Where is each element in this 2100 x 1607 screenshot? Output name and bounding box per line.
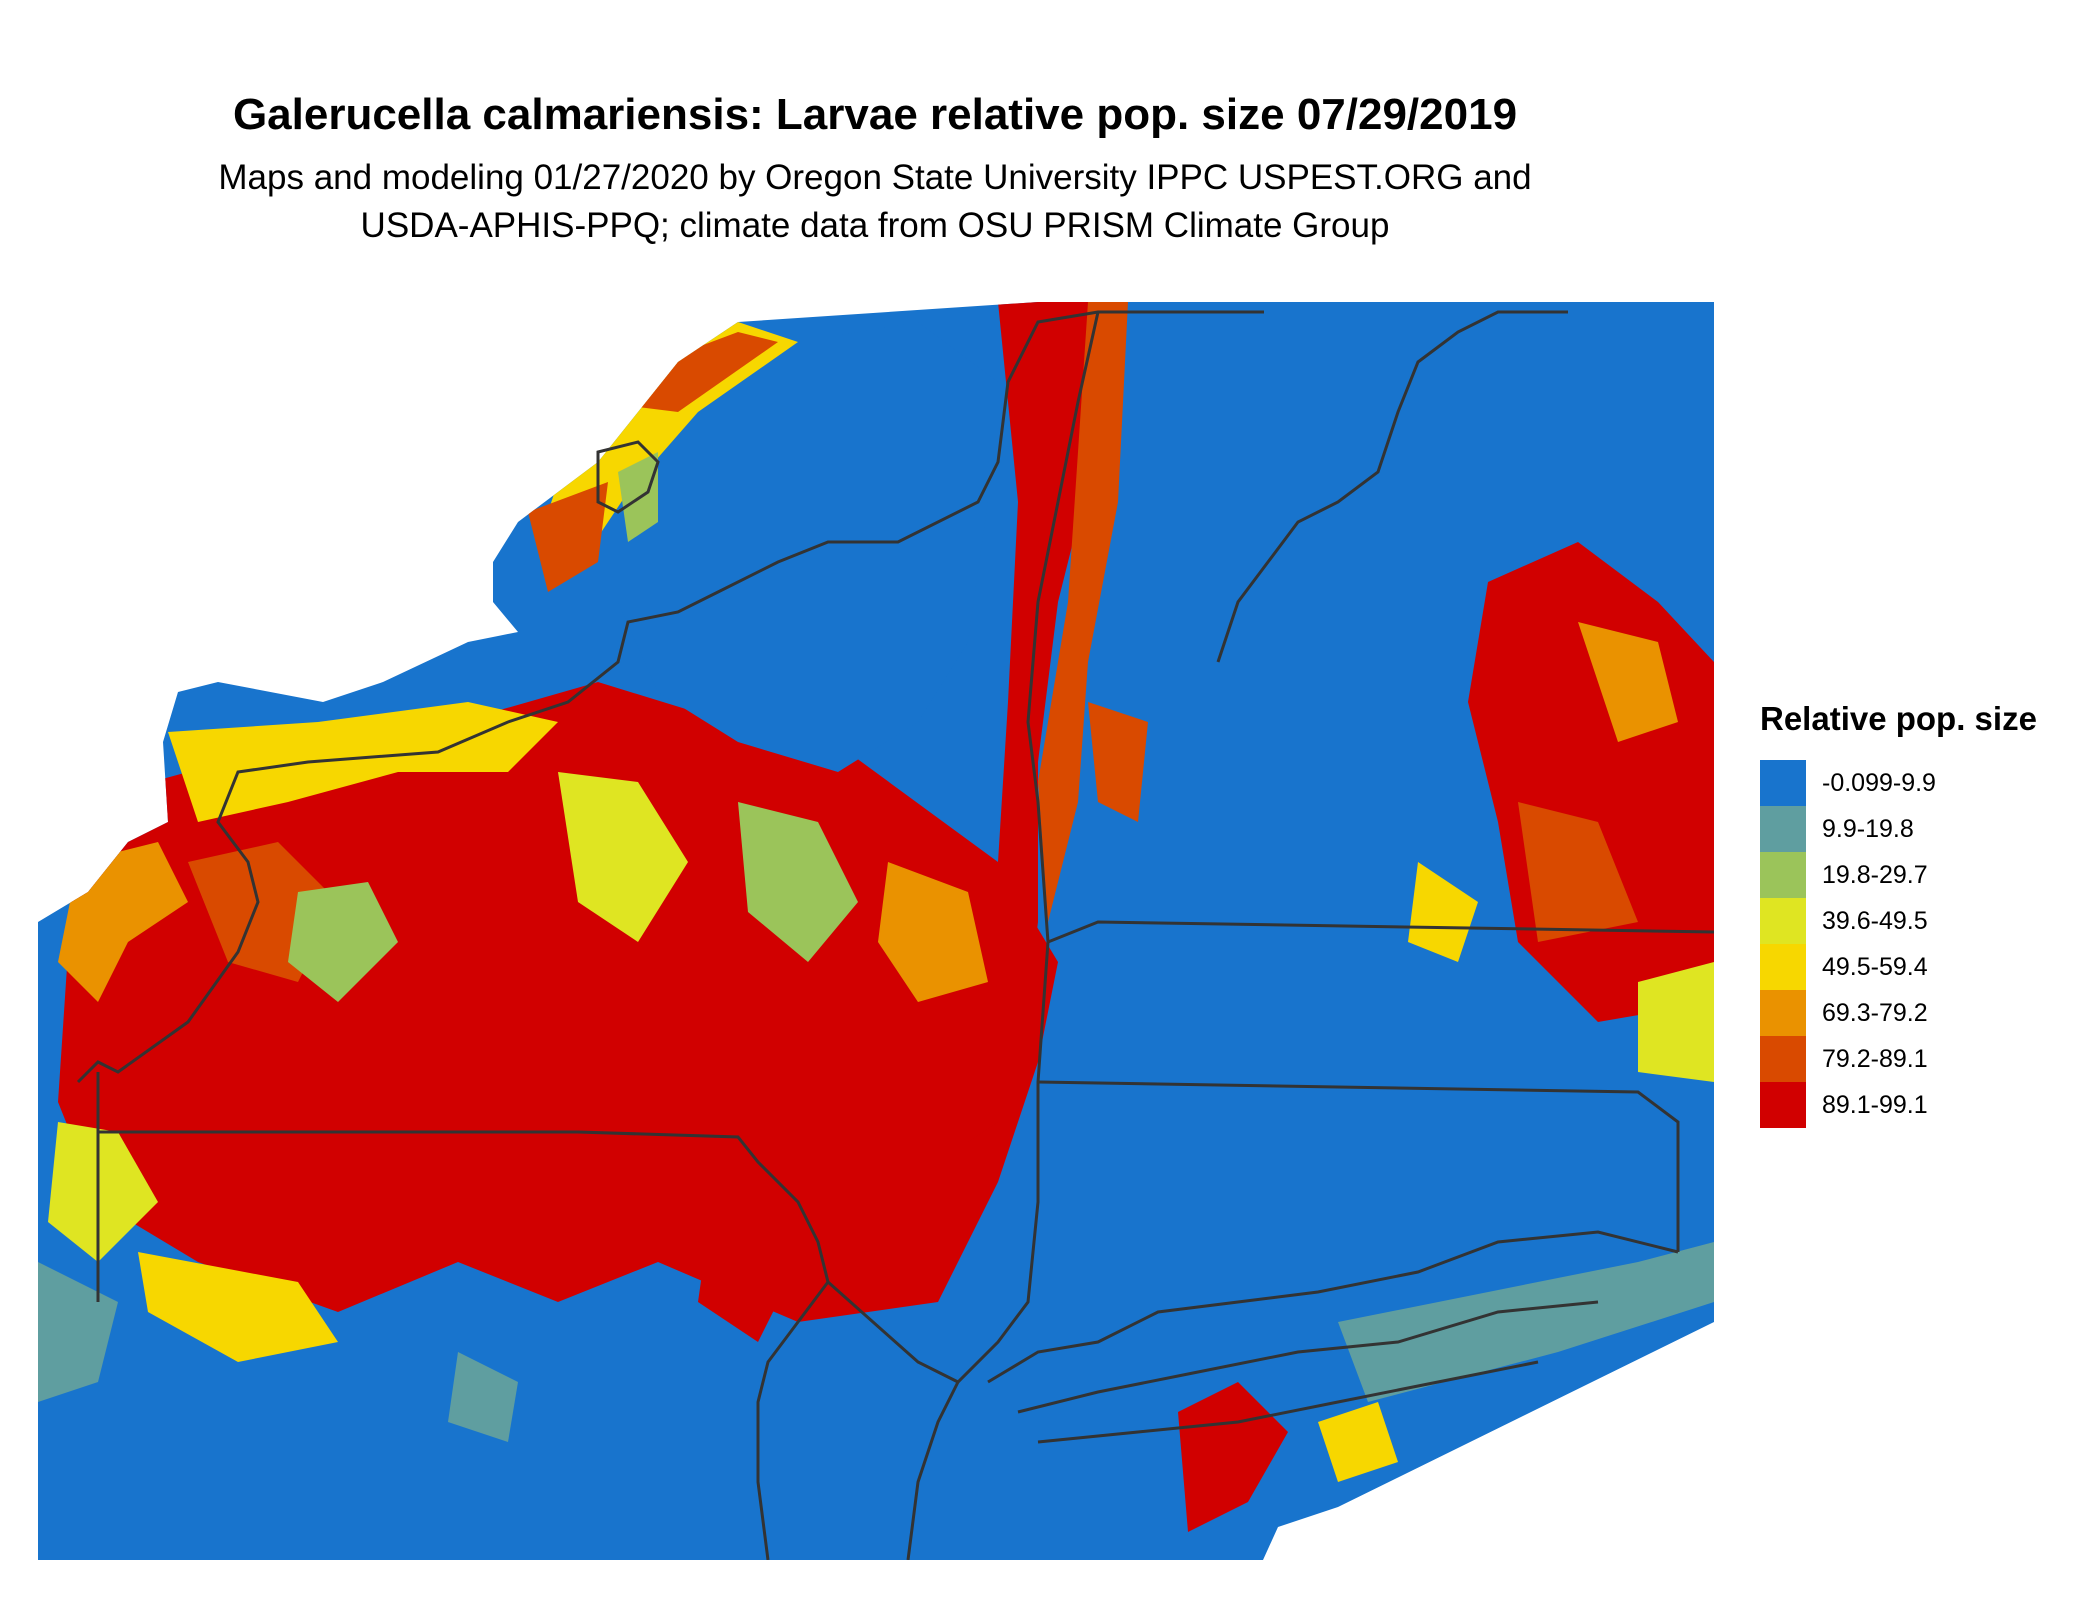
map-subtitle-line2: USDA-APHIS-PPQ; climate data from OSU PR… <box>360 206 1390 245</box>
orange-patch-hudson-east <box>1088 702 1148 822</box>
legend-title: Relative pop. size <box>1760 700 2037 737</box>
ny-pennsylvania-border <box>96 1072 830 1302</box>
map-svg <box>38 302 1714 1560</box>
map-subtitle-line1: Maps and modeling 01/27/2020 by Oregon S… <box>218 158 1532 197</box>
vermont-new-hampshire-border <box>1216 310 1568 663</box>
teal-patch-south <box>448 1352 518 1442</box>
legend-label: 79.2-89.1 <box>1822 1044 1928 1073</box>
orange-patch-east <box>1578 622 1678 742</box>
dark-orange-patch-north <box>528 482 608 592</box>
yellow-patch-nyc <box>1318 1402 1398 1482</box>
orange-patch-central <box>878 862 988 1002</box>
legend: Relative pop. size -0.099-9.9 9.9-19.8 1… <box>1760 700 2037 1128</box>
raster-layer <box>38 302 1714 1560</box>
long-island-south-shore <box>1037 1360 1539 1444</box>
legend-swatch <box>1760 806 1806 852</box>
legend-label: 89.1-99.1 <box>1822 1090 1928 1119</box>
legend-item: 9.9-19.8 <box>1760 806 2037 852</box>
ny-canada-border <box>76 310 1264 1084</box>
legend-label: 49.5-59.4 <box>1822 952 1928 981</box>
legend-item: 19.8-29.7 <box>1760 852 2037 898</box>
legend-label: 19.8-29.7 <box>1822 860 1928 889</box>
yellow-patch-central <box>558 772 688 942</box>
map-title: Galerucella calmariensis: Larvae relativ… <box>232 90 1518 139</box>
yellow-patch-southwest <box>48 1122 158 1262</box>
legend-swatch <box>1760 990 1806 1036</box>
raster-map <box>38 302 1714 1560</box>
high-value-area-hudson <box>968 302 1098 1142</box>
ny-vermont-massachusetts-border <box>827 311 1100 1384</box>
long-island-north-shore <box>1017 1300 1599 1414</box>
legend-swatch <box>1760 852 1806 898</box>
teal-band-long-island-sound <box>1338 1242 1714 1402</box>
yellow-band-south <box>138 1252 338 1362</box>
long-island-sound-shore <box>987 1230 1679 1384</box>
legend-item: 79.2-89.1 <box>1760 1036 2037 1082</box>
new-jersey-border-west <box>756 1281 830 1560</box>
legend-item: 39.6-49.5 <box>1760 898 2037 944</box>
legend-item: 49.5-59.4 <box>1760 944 2037 990</box>
yellow-patch-east <box>1638 962 1714 1082</box>
legend-item: -0.099-9.9 <box>1760 760 2037 806</box>
massachusetts-south-border <box>1047 920 1714 944</box>
legend-swatch <box>1760 898 1806 944</box>
legend-item: 69.3-79.2 <box>1760 990 2037 1036</box>
state-borders <box>76 310 1714 1560</box>
green-patch-central <box>738 802 858 962</box>
legend-label: 39.6-49.5 <box>1822 906 1928 935</box>
legend-swatch <box>1760 1036 1806 1082</box>
legend-items: -0.099-9.9 9.9-19.8 19.8-29.7 39.6-49.5 … <box>1760 760 2037 1128</box>
legend-swatch <box>1760 1082 1806 1128</box>
dark-orange-patch-east <box>1518 802 1638 942</box>
thousand-islands-outline <box>596 440 660 514</box>
dark-orange-band-hudson <box>1038 302 1128 922</box>
legend-label: 9.9-19.8 <box>1822 814 1914 843</box>
legend-swatch <box>1760 760 1806 806</box>
high-value-area-nyc <box>1178 1382 1288 1532</box>
legend-label: 69.3-79.2 <box>1822 998 1928 1027</box>
yellow-patch-connecticut <box>1408 862 1478 962</box>
yellow-band-northwest <box>168 702 558 822</box>
high-value-area-delaware <box>698 1142 798 1342</box>
yellow-band-north <box>548 322 798 552</box>
connecticut-border <box>1037 1080 1680 1252</box>
hudson-estuary-shore <box>906 1381 960 1560</box>
adirondack-low-area <box>598 322 998 772</box>
legend-swatch <box>1760 944 1806 990</box>
legend-label: -0.099-9.9 <box>1822 768 1936 797</box>
legend-item: 89.1-99.1 <box>1760 1082 2037 1128</box>
green-patch-west <box>288 882 398 1002</box>
